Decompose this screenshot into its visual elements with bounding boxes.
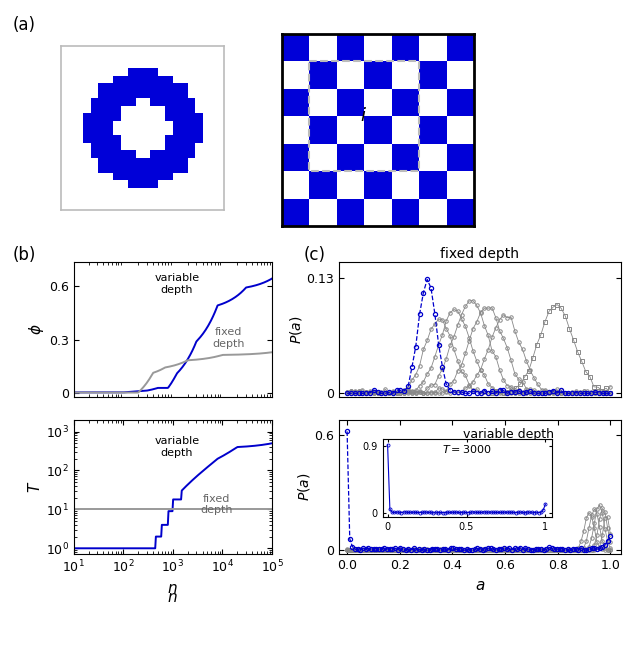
- Text: (a): (a): [13, 16, 36, 34]
- Text: (c): (c): [304, 246, 326, 264]
- Text: (b): (b): [13, 246, 36, 264]
- Y-axis label: $\phi$: $\phi$: [27, 324, 46, 335]
- Y-axis label: $P(a)$: $P(a)$: [296, 473, 312, 501]
- Y-axis label: $P(a)$: $P(a)$: [288, 316, 304, 344]
- Text: fixed
depth: fixed depth: [212, 327, 244, 348]
- Text: variable
depth: variable depth: [154, 436, 199, 458]
- Bar: [309, 61, 419, 171]
- Text: variable depth: variable depth: [463, 428, 554, 441]
- Text: $i$: $i$: [360, 107, 367, 125]
- Title: fixed depth: fixed depth: [440, 247, 520, 261]
- X-axis label: $a$: $a$: [475, 578, 485, 593]
- Y-axis label: $T$: $T$: [27, 481, 43, 493]
- Text: $n$: $n$: [168, 590, 178, 605]
- Text: variable
depth: variable depth: [154, 273, 199, 295]
- X-axis label: $n$: $n$: [168, 581, 178, 596]
- Text: fixed
depth: fixed depth: [200, 494, 233, 516]
